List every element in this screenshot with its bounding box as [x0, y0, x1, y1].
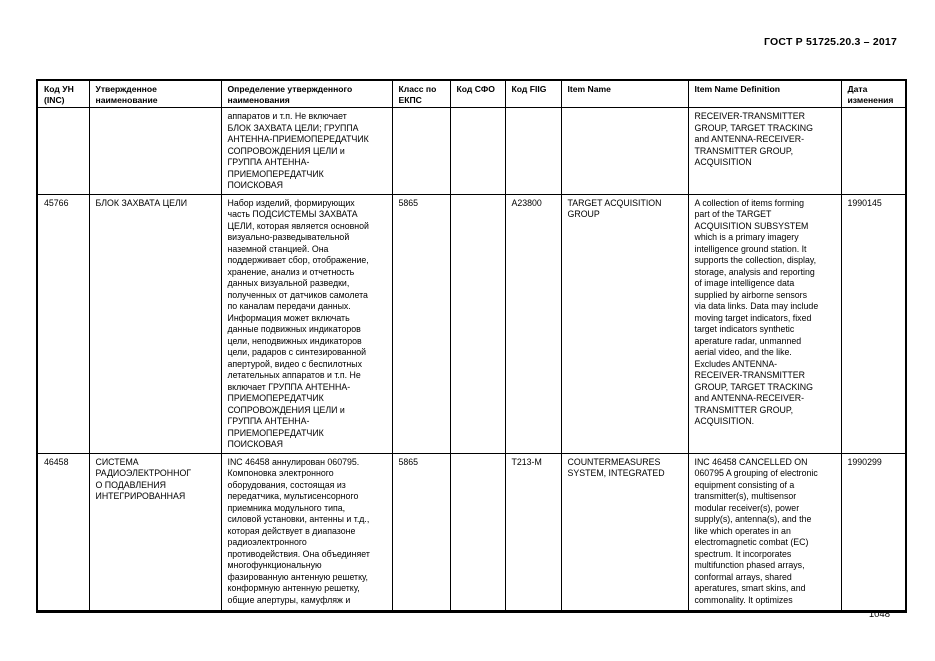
col-header-item-name: Item Name — [560, 79, 689, 108]
cell-approved-name: СИСТЕМА РАДИОЭЛЕКТРОННОГ О ПОДАВЛЕНИЯ ИН… — [88, 452, 222, 612]
col-header-item-name-definition: Item Name Definition — [687, 79, 842, 108]
cell-ekps-class — [391, 107, 451, 195]
cell-change-date: 1990299 — [840, 452, 907, 612]
cell-approved-name-definition: аппаратов и т.п. Не включает БЛОК ЗАХВАТ… — [220, 107, 393, 195]
col-header-sfo-code: Код СФО — [449, 79, 506, 108]
cell-item-name: COUNTERMEASURES SYSTEM, INTEGRATED — [560, 452, 689, 612]
cell-approved-name — [88, 107, 222, 195]
cell-item-name-definition: INC 46458 CANCELLED ON 060795 A grouping… — [687, 452, 842, 612]
cell-approved-name: БЛОК ЗАХВАТА ЦЕЛИ — [88, 193, 222, 454]
doc-title: ГОСТ Р 51725.20.3 – 2017 — [764, 36, 897, 48]
cell-item-name: TARGET ACQUISITION GROUP — [560, 193, 689, 454]
table-row-46458: 46458 СИСТЕМА РАДИОЭЛЕКТРОННОГ О ПОДАВЛЕ… — [36, 452, 907, 612]
cell-change-date — [840, 107, 907, 195]
page-number: 1048 — [868, 609, 890, 620]
cell-fiig-code — [504, 107, 562, 195]
cell-item-name — [560, 107, 689, 195]
cell-sfo-code — [449, 193, 506, 454]
cell-sfo-code — [449, 107, 506, 195]
cell-inc-code: 46458 — [36, 452, 90, 612]
cell-inc-code: 45766 — [36, 193, 90, 454]
cell-ekps-class: 5865 — [391, 193, 451, 454]
table-row-continuation: аппаратов и т.п. Не включает БЛОК ЗАХВАТ… — [36, 107, 907, 195]
table-header-row: Код УН (INC) Утвержденное наименование О… — [36, 79, 907, 108]
col-header-ekps-class: Класс по ЕКПС — [391, 79, 451, 108]
col-header-inc-code: Код УН (INC) — [36, 79, 90, 108]
cell-approved-name-definition: Набор изделий, формирующих часть ПОДСИСТ… — [220, 193, 393, 454]
cell-inc-code — [36, 107, 90, 195]
col-header-fiig-code: Код FIIG — [504, 79, 562, 108]
col-header-approved-name: Утвержденное наименование — [88, 79, 222, 108]
cell-fiig-code: T213-M — [504, 452, 562, 612]
cell-sfo-code — [449, 452, 506, 612]
table-row-45766: 45766 БЛОК ЗАХВАТА ЦЕЛИ Набор изделий, ф… — [36, 193, 907, 454]
cell-item-name-definition: A collection of items forming part of th… — [687, 193, 842, 454]
cell-ekps-class: 5865 — [391, 452, 451, 612]
cell-item-name-definition: RECEIVER-TRANSMITTER GROUP, TARGET TRACK… — [687, 107, 842, 195]
col-header-change-date: Дата изменения — [840, 79, 907, 108]
cell-approved-name-definition: INC 46458 аннулирован 060795. Компоновка… — [220, 452, 393, 612]
col-header-approved-name-definition: Определение утвержденного наименования — [220, 79, 393, 108]
catalog-table: Код УН (INC) Утвержденное наименование О… — [36, 79, 907, 613]
cell-fiig-code: A23800 — [504, 193, 562, 454]
cell-change-date: 1990145 — [840, 193, 907, 454]
